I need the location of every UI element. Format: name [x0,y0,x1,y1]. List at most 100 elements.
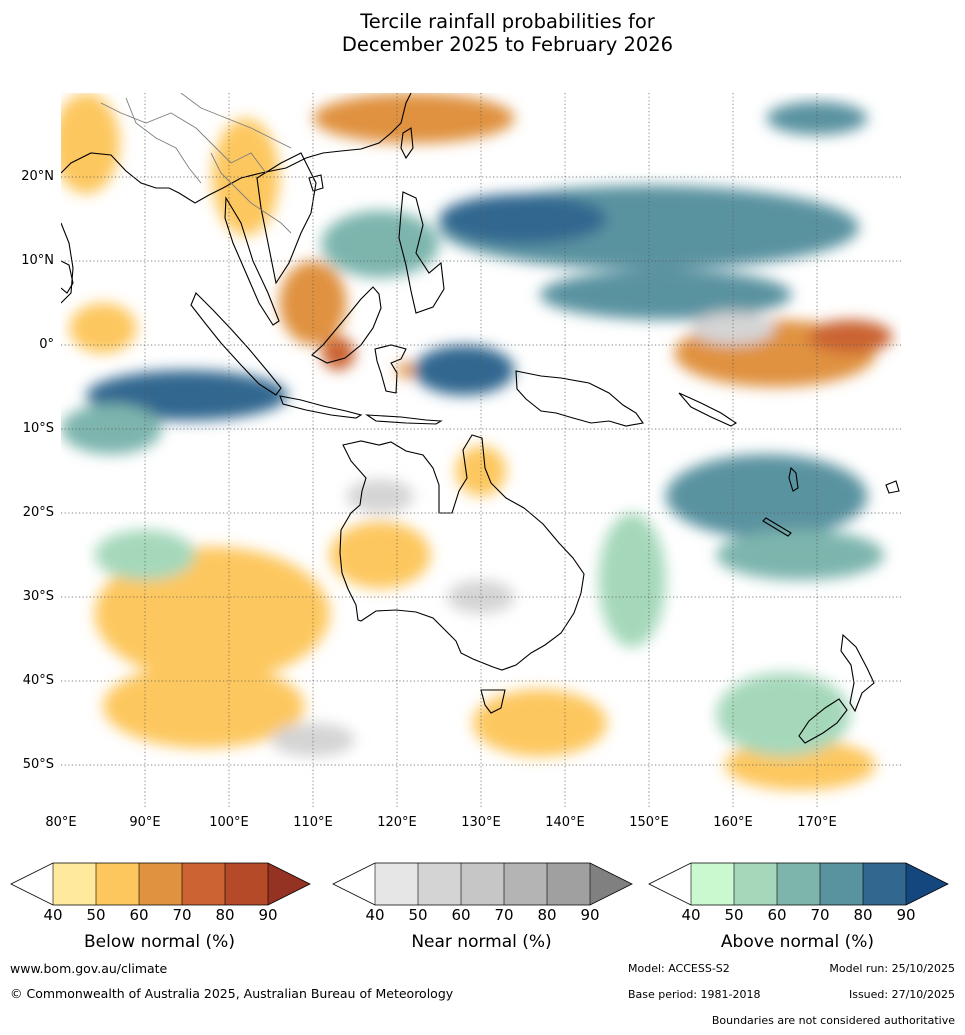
below-probability-region [472,689,607,757]
colorbar-tick-label: 50 [86,906,106,924]
probability-fields [61,93,893,791]
latitude-label: 50°S [22,757,54,772]
colorbar-segment [504,863,547,905]
below-probability-region [397,361,414,379]
above-colorbar [648,862,949,906]
longitude-label: 120°E [377,815,417,830]
colorbar-tick-label: 70 [810,906,830,924]
below-colorbar [10,862,311,906]
colorbar-segment [734,863,777,905]
longitude-label: 100°E [209,815,249,830]
latitude-label: 10°S [22,421,54,436]
java-coastline [279,395,363,419]
below-probability-region [808,319,893,354]
colorbar-segment [820,863,863,905]
colorbar-tick-label: 60 [129,906,149,924]
longitude-label: 160°E [713,815,753,830]
longitude-label: 110°E [293,815,333,830]
longitude-label: 80°E [45,815,77,830]
fiji-coastline [885,480,900,494]
colorbar-segment [225,863,268,905]
latitude-label: 30°S [22,589,54,604]
latitude-label: 20°S [22,505,54,520]
longitude-label: 130°E [461,815,501,830]
indochina-coastline [256,152,317,285]
colorbar-segment [418,863,461,905]
india-coastline [61,222,74,304]
model-run-date: Model run: 25/10/2025 [829,962,955,975]
colorbar-segment [53,863,96,905]
lesser-sunda-coastline [365,414,443,425]
colorbar-tick-label: 80 [853,906,873,924]
new-caledonia-coastline [762,517,792,537]
colorbar-title: Below normal (%) [84,932,235,952]
latitude-label: 40°S [22,673,54,688]
sri-lanka-coastline [61,260,74,294]
above-probability-region [598,513,666,648]
colorbar-tick-label: 40 [365,906,385,924]
colorbar-high-extend [590,863,632,905]
above-probability-region [413,345,515,396]
colorbar-tick-label: 50 [408,906,428,924]
new-zealand-north-coastline [840,633,875,713]
below-probability-region [94,546,330,681]
colorbar-tick-label: 90 [258,906,278,924]
asia-mainland-coastline [61,93,412,204]
near-probability-region [447,580,515,614]
colorbar-segment [139,863,182,905]
new-guinea-coastline [515,370,644,427]
latitude-label: 0° [39,337,54,352]
philippines-coastline [398,191,445,314]
solomon-islands-coastline [678,392,738,427]
above-probability-region [716,672,851,757]
above-probability-region [716,529,885,581]
website-link[interactable]: www.bom.gov.au/climate [10,961,168,976]
probability-map [61,93,901,807]
sulawesi-coastline [374,344,407,394]
colorbar-segment [777,863,820,905]
colorbar-low-extend [333,863,375,905]
map-title: Tercile rainfall probabilities for Decem… [0,10,965,56]
colorbar-tick-label: 60 [767,906,787,924]
model-name: Model: ACCESS-S2 [628,962,730,975]
vanuatu-coastline [788,466,799,492]
below-probability-region [69,303,137,354]
colorbar-segment [691,863,734,905]
colorbar-segment [461,863,504,905]
latitude-label: 20°N [21,169,54,184]
new-zealand-south-coastline [798,698,848,744]
sumatra-coastline [190,292,282,396]
base-period: Base period: 1981-2018 [628,988,761,1001]
colorbar-segment [547,863,590,905]
colorbar-segment [182,863,225,905]
tasmania-coastline [480,689,506,714]
near-probability-region [271,723,355,757]
colorbar-high-extend [906,863,948,905]
longitude-label: 170°E [797,815,837,830]
colorbar-high-extend [268,863,310,905]
below-probability-region [103,664,305,749]
above-probability-region [539,269,792,320]
colorbar-tick-label: 90 [580,906,600,924]
boundary-disclaimer: Boundaries are not considered authoritat… [711,1014,955,1027]
latitude-label: 10°N [21,253,54,268]
colorbar-title: Near normal (%) [411,932,552,952]
longitude-label: 140°E [545,815,585,830]
below-probability-region [329,521,431,589]
hainan-coastline [308,174,324,192]
below-probability-region [61,93,120,194]
colorbar-segment [96,863,139,905]
colorbar-tick-label: 40 [43,906,63,924]
coastlines [61,93,900,744]
colorbar-low-extend [11,863,53,905]
taiwan-coastline [400,127,414,160]
colorbar-tick-label: 40 [681,906,701,924]
colorbar-segment [375,863,418,905]
longitude-label: 90°E [129,815,161,830]
graticule [61,93,901,807]
issued-date: Issued: 27/10/2025 [848,988,955,1001]
above-probability-region [766,101,868,135]
malay-peninsula-coastline [224,196,280,326]
colorbar-tick-label: 50 [724,906,744,924]
above-probability-region [439,193,607,245]
